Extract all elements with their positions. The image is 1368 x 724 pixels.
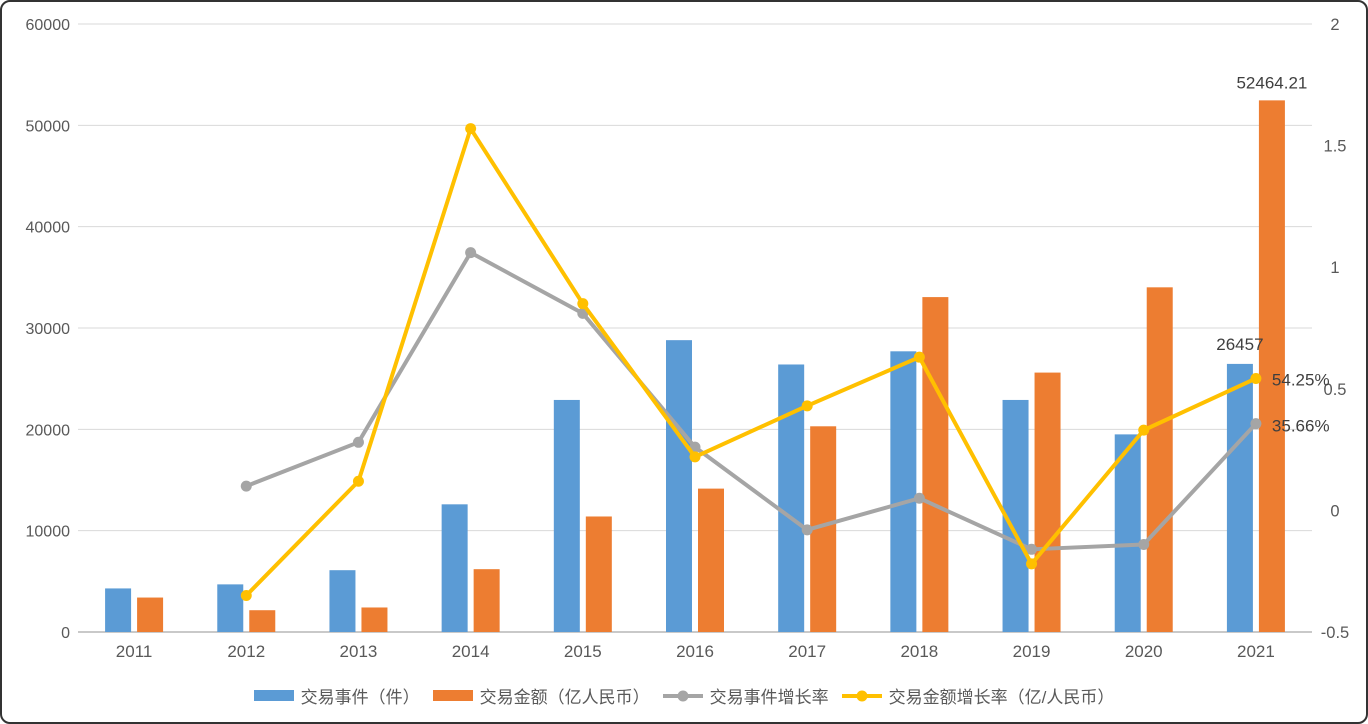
point-amount-growth-2015[interactable] — [577, 298, 589, 310]
point-event-growth-2013[interactable] — [352, 436, 364, 448]
bar-events-2016[interactable] — [666, 340, 692, 632]
point-amount-growth-2017[interactable] — [801, 400, 813, 412]
left-axis-tick-label: 20000 — [26, 422, 71, 439]
legend-item-1[interactable]: 交易金额（亿人民币） — [432, 683, 650, 708]
right-axis-tick-label: -0.5 — [1321, 624, 1349, 642]
legend-dot-icon — [677, 690, 689, 701]
legend-label: 交易事件（件） — [300, 688, 420, 707]
legend-label: 交易事件增长率 — [709, 688, 829, 707]
point-event-growth-2020[interactable] — [1138, 538, 1150, 550]
bar-events-2013[interactable] — [329, 570, 356, 632]
x-axis-category-label: 2017 — [788, 642, 826, 661]
bar-amount-2016[interactable] — [698, 488, 724, 632]
right-axis-tick-label: 0 — [1330, 502, 1339, 520]
bar-events-2011[interactable] — [105, 588, 132, 632]
left-axis-tick-label: 50000 — [26, 118, 71, 135]
data-label: 35.66% — [1272, 417, 1330, 436]
x-axis-category-label: 2020 — [1125, 642, 1163, 661]
bar-amount-2020[interactable] — [1146, 287, 1173, 632]
left-axis-tick-label: 30000 — [26, 321, 71, 338]
x-axis-category-label: 2014 — [452, 642, 490, 661]
line-amount-growth[interactable] — [244, 126, 1258, 598]
bar-events-2020[interactable] — [1114, 434, 1141, 632]
legend-item-0[interactable]: 交易事件（件） — [253, 683, 420, 708]
x-axis-category-label: 2011 — [116, 642, 153, 661]
bar-amount-2018[interactable] — [922, 297, 949, 632]
legend-dot-icon — [856, 690, 868, 701]
left-axis-tick-label: 0 — [61, 625, 70, 642]
data-label: 52464.21 — [1236, 73, 1307, 92]
right-axis-tick-label: 0.5 — [1324, 381, 1347, 399]
left-axis-tick-label: 10000 — [26, 524, 71, 541]
x-axis-category-label: 2021 — [1237, 642, 1275, 661]
x-axis-category-label: 2012 — [227, 642, 265, 661]
bar-events-2018[interactable] — [890, 351, 917, 632]
point-amount-growth-2014[interactable] — [465, 123, 477, 135]
line-event-growth[interactable] — [244, 250, 1258, 552]
left-axis-tick-label: 60000 — [26, 17, 71, 34]
legend-label: 交易金额（亿人民币） — [479, 688, 650, 707]
legend-swatch-icon — [253, 690, 294, 701]
legend-item-3[interactable]: 交易金额增长率（亿/人民币） — [841, 683, 1115, 708]
legend-swatch-icon — [432, 690, 473, 701]
bar-amount-2014[interactable] — [473, 569, 500, 632]
bar-amount-2012[interactable] — [249, 610, 276, 632]
point-event-growth-2017[interactable] — [801, 524, 813, 536]
bar-amount-2019[interactable] — [1034, 372, 1061, 632]
right-axis-tick-label: 1.5 — [1324, 138, 1347, 156]
point-amount-growth-2020[interactable] — [1138, 424, 1150, 436]
point-amount-growth-2013[interactable] — [352, 475, 364, 487]
legend-item-2[interactable]: 交易事件增长率 — [662, 683, 829, 708]
point-amount-growth-2018[interactable] — [913, 351, 925, 363]
legend-label: 交易金额增长率（亿/人民币） — [888, 688, 1115, 707]
bar-amount-2011[interactable] — [137, 597, 164, 632]
point-event-growth-2021[interactable] — [1250, 418, 1262, 430]
x-axis-category-label: 2019 — [1013, 642, 1051, 661]
left-axis-tick-label: 40000 — [26, 220, 71, 237]
bar-events-2021[interactable] — [1226, 363, 1253, 632]
right-axis-tick-label: 1 — [1330, 259, 1339, 277]
bar-events-2015[interactable] — [553, 399, 580, 632]
point-amount-growth-2021[interactable] — [1250, 372, 1262, 384]
bar-amount-2021[interactable] — [1258, 100, 1285, 632]
data-label: 26457 — [1216, 335, 1263, 354]
bar-events-2012[interactable] — [217, 584, 244, 632]
x-axis-category-label: 2015 — [564, 642, 602, 661]
legend-line-marker-icon — [662, 690, 703, 701]
data-label: 54.25% — [1272, 370, 1330, 389]
bar-amount-2013[interactable] — [361, 607, 388, 632]
right-axis-tick-label: 2 — [1330, 16, 1339, 34]
bar-events-2017[interactable] — [778, 364, 805, 632]
point-event-growth-2012[interactable] — [240, 480, 252, 492]
point-amount-growth-2019[interactable] — [1026, 558, 1038, 570]
point-event-growth-2019[interactable] — [1026, 543, 1038, 555]
point-amount-growth-2016[interactable] — [689, 451, 701, 463]
chart-legend: 交易事件（件） 交易金额（亿人民币） 交易事件增长率 交易金额增长率（亿/人民币） — [2, 683, 1366, 708]
x-axis-category-label: 2016 — [676, 642, 714, 661]
legend-line-marker-icon — [841, 690, 882, 701]
x-axis-category-label: 2018 — [900, 642, 938, 661]
x-axis-category-label: 2013 — [340, 642, 378, 661]
point-amount-growth-2012[interactable] — [240, 590, 252, 602]
point-event-growth-2014[interactable] — [465, 247, 477, 259]
bar-amount-2015[interactable] — [585, 516, 612, 632]
bar-events-2014[interactable] — [441, 504, 468, 632]
point-event-growth-2018[interactable] — [913, 492, 925, 504]
